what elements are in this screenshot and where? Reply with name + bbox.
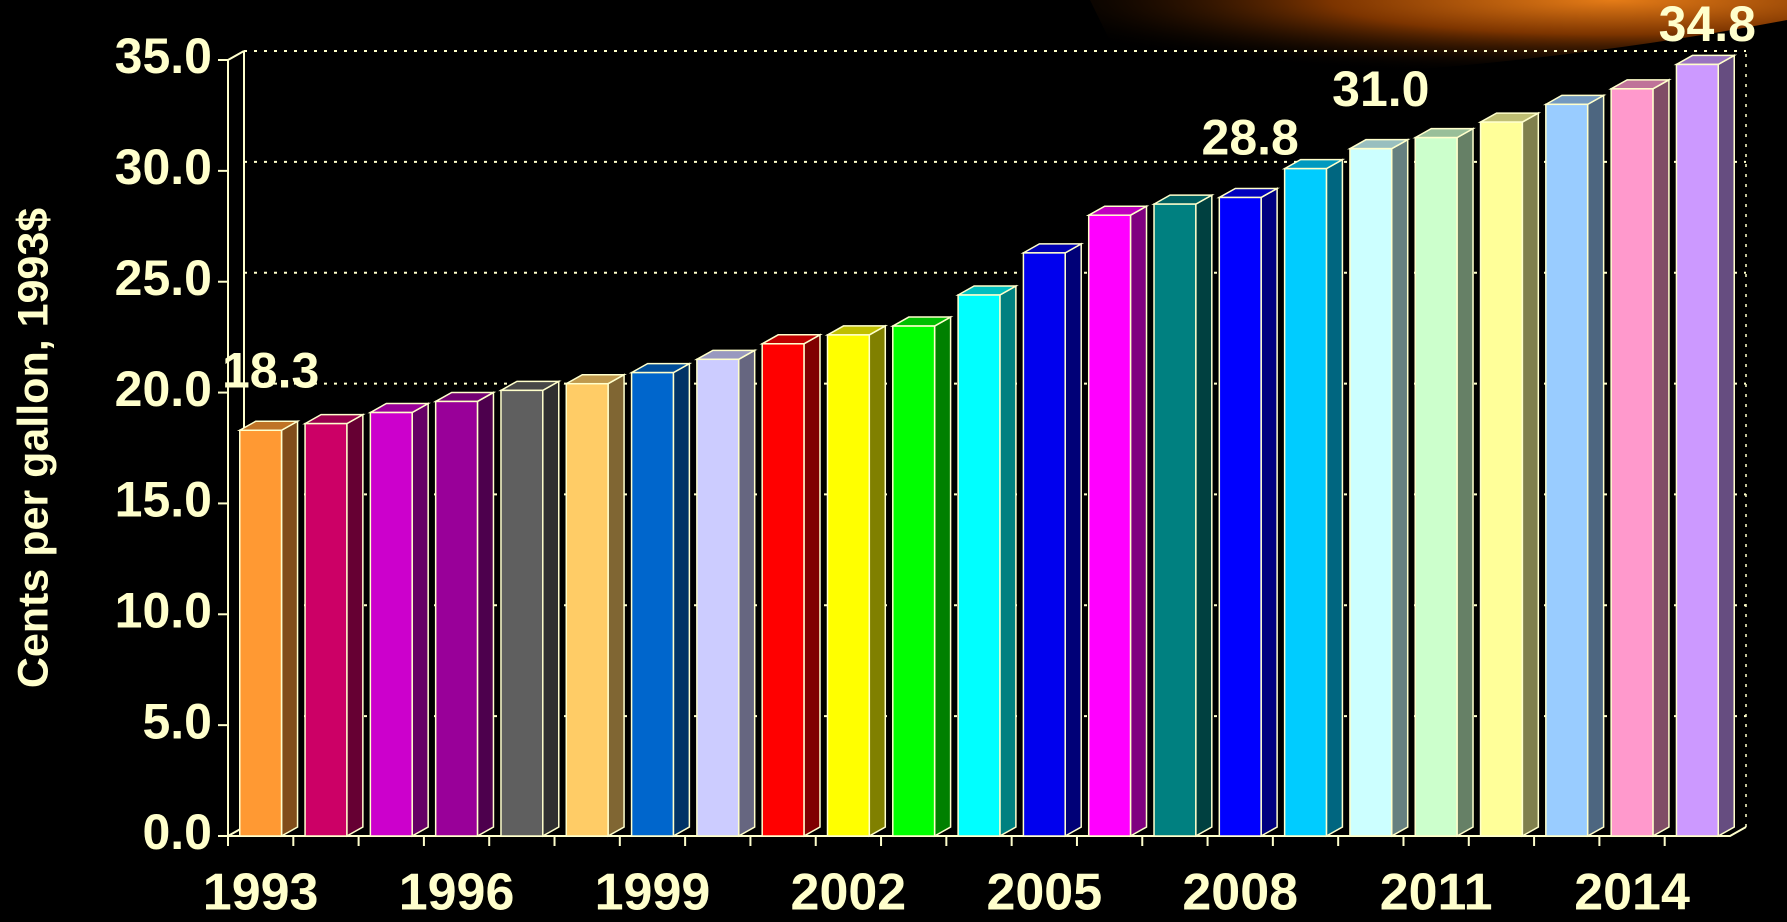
bar-side — [280, 419, 299, 838]
y-tick-label: 30.0 — [115, 139, 212, 195]
x-tick-label: 2002 — [791, 864, 907, 922]
bar — [565, 382, 609, 837]
bar-side — [1260, 187, 1278, 838]
bar-side — [1521, 111, 1540, 838]
bar — [434, 400, 479, 837]
bar — [957, 294, 1001, 837]
y-tick-label: 10.0 — [115, 582, 212, 638]
bar — [892, 325, 936, 837]
bar-side — [1195, 193, 1213, 838]
bar-side — [542, 380, 560, 838]
bar-side — [476, 391, 495, 838]
bar — [761, 343, 805, 837]
bar-side — [999, 284, 1017, 838]
bar-side — [346, 413, 364, 838]
bar-side — [411, 402, 429, 838]
bar — [1610, 88, 1654, 837]
x-tick-label: 1993 — [203, 864, 319, 922]
y-axis-label: Cents per gallon, 1993$ — [9, 208, 57, 688]
bar — [1675, 63, 1719, 837]
x-tick-label: 1996 — [399, 864, 515, 922]
y-tick-label: 5.0 — [142, 693, 212, 749]
x-tick-label: 2011 — [1380, 864, 1493, 922]
bar-side — [1717, 54, 1735, 838]
bar — [826, 334, 871, 837]
bar — [1414, 136, 1458, 837]
bar — [369, 411, 413, 837]
bar-side — [1456, 127, 1474, 838]
bar — [239, 429, 283, 837]
bar-side — [1129, 204, 1148, 838]
bar-side — [737, 349, 756, 838]
bar — [500, 389, 544, 837]
bar-side — [1390, 138, 1409, 838]
value-label: 31.0 — [1332, 61, 1429, 117]
value-label: 18.3 — [222, 342, 319, 398]
bar — [630, 371, 675, 837]
bar-side — [803, 333, 821, 838]
bar-side — [933, 315, 952, 838]
bar — [696, 358, 740, 837]
x-tick-label: 2005 — [986, 864, 1102, 922]
y-tick-label: 25.0 — [115, 250, 212, 306]
bar-side — [1325, 158, 1344, 838]
bar — [1153, 203, 1197, 837]
bar-side — [1586, 94, 1605, 838]
bar — [304, 422, 348, 837]
y-tick-label: 35.0 — [115, 28, 212, 84]
y-tick-label: 15.0 — [115, 472, 212, 528]
bar — [1283, 167, 1328, 837]
bar — [1479, 121, 1524, 837]
bar-side — [672, 362, 691, 838]
bar-side — [1652, 78, 1670, 838]
y-tick-label: 0.0 — [142, 804, 212, 860]
y-tick-label: 20.0 — [115, 361, 212, 417]
bar — [1022, 252, 1066, 837]
bar — [1087, 214, 1132, 837]
bar — [1218, 196, 1262, 837]
x-tick-label: 2014 — [1574, 864, 1690, 922]
bar-side — [1064, 242, 1082, 838]
bar-side — [607, 373, 625, 838]
x-tick-label: 1999 — [595, 864, 711, 922]
bar — [1349, 147, 1393, 837]
decoration — [1090, 0, 1787, 85]
bar-side — [868, 324, 887, 838]
value-label: 34.8 — [1659, 0, 1756, 52]
value-label: 28.8 — [1202, 110, 1299, 166]
bar — [1545, 103, 1589, 837]
x-tick-label: 2008 — [1182, 864, 1298, 922]
